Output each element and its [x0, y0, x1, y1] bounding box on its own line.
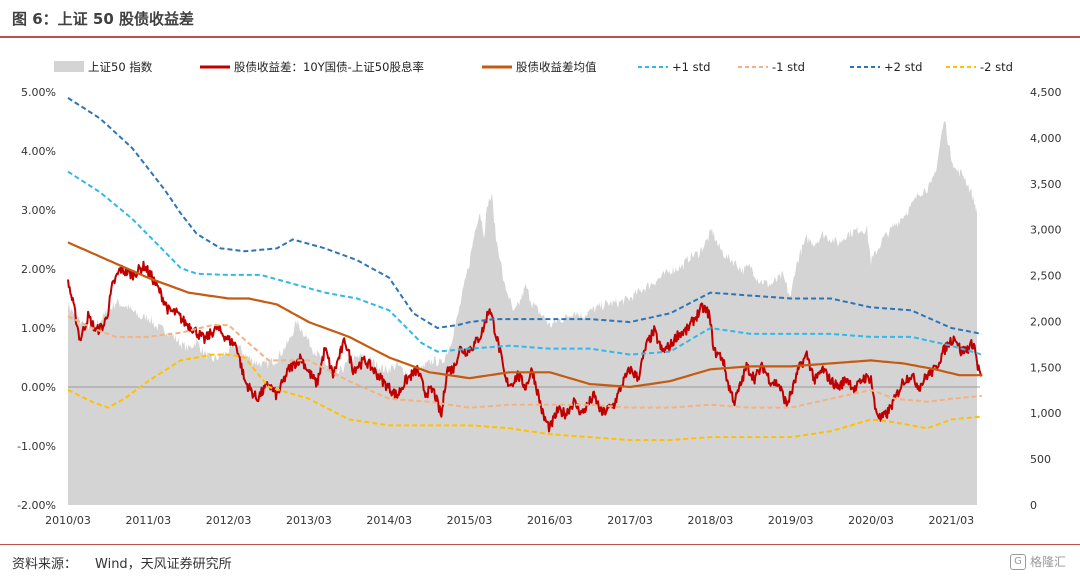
y-right-tick-label: 1,000	[1030, 407, 1062, 420]
y-right-tick-label: 1,500	[1030, 361, 1062, 374]
y-left-tick-label: 4.00%	[21, 145, 56, 158]
y-right-tick-label: 0	[1030, 499, 1037, 512]
source-label: 资料来源：	[12, 557, 78, 572]
y-left-tick-label: 1.00%	[21, 322, 56, 335]
x-tick-label: 2017/03	[607, 514, 653, 527]
y-right-tick-label: 2,000	[1030, 315, 1062, 328]
chart: 上证50 指数 股债收益差：10Y国债-上证50股息率 股债收益差均值 +1 std -…	[17, 60, 1061, 527]
chart-legend: 上证50 指数 股债收益差：10Y国债-上证50股息率 股债收益差均值 +1 std -…	[54, 60, 1013, 74]
x-tick-label: 2015/03	[447, 514, 493, 527]
x-tick-label: 2020/03	[848, 514, 894, 527]
footer-divider	[0, 544, 1080, 545]
line-series-1	[67, 260, 983, 433]
y-right-tick-label: 2,500	[1030, 270, 1062, 283]
y-left-tick-label: 3.00%	[21, 204, 56, 217]
line-series-2	[67, 241, 982, 389]
x-tick-label: 2018/03	[688, 514, 734, 527]
legend-label: -1 std	[772, 60, 805, 74]
title-divider	[0, 36, 1080, 38]
y-right-tick-label: 3,500	[1030, 178, 1062, 191]
watermark-text: 格隆汇	[1029, 555, 1066, 569]
x-tick-label: 2019/03	[768, 514, 814, 527]
area-series-0	[68, 121, 977, 505]
legend-label: 股债收益差：10Y国债-上证50股息率	[234, 60, 424, 74]
legend-label: +1 std	[672, 60, 710, 74]
y-right-tick-label: 4,500	[1030, 86, 1062, 99]
area-series-layer	[68, 121, 977, 505]
watermark-logo-icon: G	[1009, 553, 1026, 570]
axes-layer: 5.00% 4.00% 3.00% 2.00% 1.00% 0.00% -1.00% -2.0…	[17, 86, 1061, 527]
x-tick-label: 2013/03	[286, 514, 332, 527]
y-right-tick-label: 3,000	[1030, 224, 1062, 237]
y-left-tick-label: -2.00%	[17, 499, 56, 512]
legend-label: +2 std	[884, 60, 922, 74]
figure-title: 图 6：上证 50 股债收益差	[12, 10, 194, 28]
line-series-layer	[67, 97, 983, 442]
legend-label: -2 std	[980, 60, 1013, 74]
x-tick-label: 2021/03	[928, 514, 974, 527]
x-tick-label: 2011/03	[125, 514, 171, 527]
dashed-series-6	[67, 353, 982, 442]
y-right-tick-label: 500	[1030, 453, 1051, 466]
legend-swatch	[54, 61, 84, 72]
dashed-series-5	[67, 97, 982, 335]
dashed-series-4	[67, 315, 982, 409]
x-tick-label: 2012/03	[206, 514, 252, 527]
y-right-tick-label: 4,000	[1030, 132, 1062, 145]
watermark: G 格隆汇	[1009, 553, 1066, 570]
y-left-tick-label: 0.00%	[21, 381, 56, 394]
legend-label: 上证50 指数	[88, 60, 153, 74]
source-value: Wind，天风证券研究所	[95, 557, 232, 572]
y-left-tick-label: 5.00%	[21, 86, 56, 99]
source-note: 资料来源： Wind，天风证券研究所	[12, 553, 232, 572]
y-left-tick-label: -1.00%	[17, 440, 56, 453]
x-tick-label: 2010/03	[45, 514, 91, 527]
legend-label: 股债收益差均值	[516, 60, 597, 74]
y-left-tick-label: 2.00%	[21, 263, 56, 276]
dashed-series-3	[67, 170, 983, 356]
x-tick-label: 2014/03	[366, 514, 412, 527]
x-tick-label: 2016/03	[527, 514, 573, 527]
